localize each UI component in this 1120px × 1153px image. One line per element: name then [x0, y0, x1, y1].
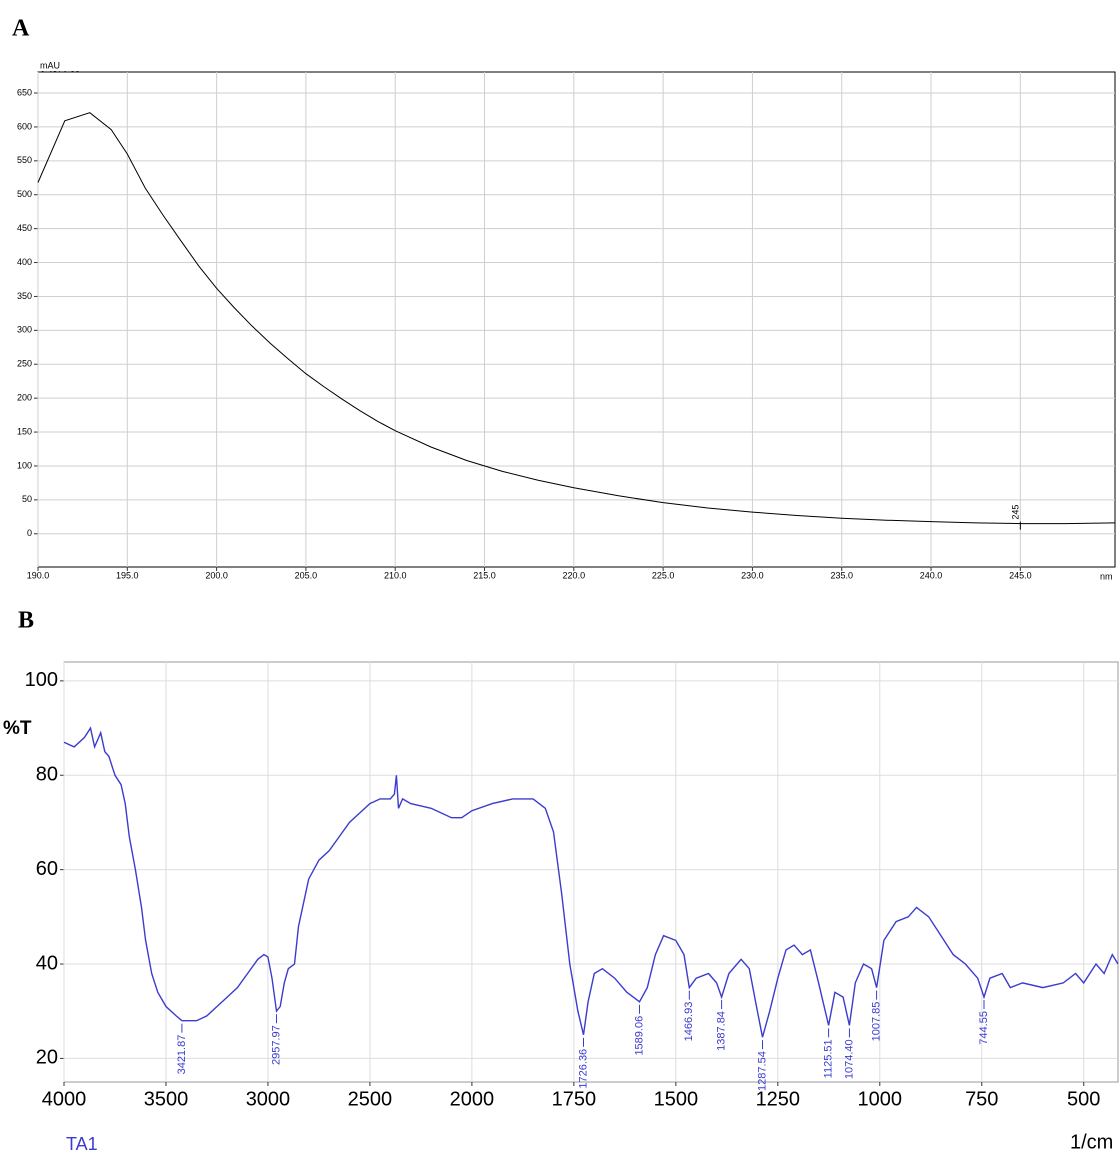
- x-tick-label: 195.0: [116, 570, 139, 580]
- peak-label: 245: [1011, 505, 1021, 520]
- x-tick-label: 215.0: [473, 570, 496, 580]
- peak-label: 3421.87: [176, 1035, 188, 1075]
- x-tick-label: 240.0: [920, 570, 943, 580]
- y-tick-label: 0: [27, 528, 32, 538]
- panel-label: A: [12, 16, 30, 42]
- y-tick-label: 50: [22, 494, 32, 504]
- x-tick-label: 2000: [450, 1088, 495, 1110]
- y-tick-label: 600: [17, 121, 32, 131]
- y-tick-label: 20: [36, 1047, 58, 1069]
- x-tick-label: 235.0: [830, 570, 853, 580]
- x-tick-label: 220.0: [563, 570, 586, 580]
- y-tick-label: 500: [17, 189, 32, 199]
- x-tick-label: 225.0: [652, 570, 675, 580]
- y-unit-label: mAU: [40, 60, 60, 70]
- y-tick-label: 250: [17, 359, 32, 369]
- x-tick-label: 230.0: [741, 570, 764, 580]
- y-tick-label: 200: [17, 393, 32, 403]
- peak-label: 1387.84: [715, 1011, 727, 1051]
- x-tick-label: 4000: [42, 1088, 87, 1110]
- spectrum-line: [37, 112, 1116, 525]
- x-tick-label: 200.0: [205, 570, 228, 580]
- x-tick-label: 3500: [144, 1088, 189, 1110]
- x-tick-label: 1750: [552, 1088, 597, 1110]
- y-tick-label: 100: [17, 460, 32, 470]
- peak-label: 744.55: [978, 1011, 990, 1045]
- y-tick-label: 550: [17, 155, 32, 165]
- x-tick-label: 2500: [348, 1088, 393, 1110]
- y-tick-label: 40: [36, 952, 58, 974]
- spectrum-line: [63, 726, 1119, 1038]
- y-tick-label: 60: [36, 858, 58, 880]
- peak-label: 1125.51: [823, 1039, 835, 1078]
- x-tick-label: 750: [965, 1088, 998, 1110]
- x-tick-label: 1000: [858, 1088, 903, 1110]
- peak-label: 1726.36: [577, 1049, 589, 1089]
- plot-area: [37, 71, 1116, 568]
- x-tick-label: 3000: [246, 1088, 291, 1110]
- y-tick-label: 400: [17, 257, 32, 267]
- peak-label: 1007.85: [870, 1002, 882, 1042]
- x-tick-label: 210.0: [384, 570, 407, 580]
- x-tick-label: 500: [1067, 1088, 1100, 1110]
- y-tick-label: 80: [36, 764, 58, 786]
- x-axis-label: nm: [1100, 571, 1113, 581]
- sample-label: TA1: [66, 1134, 98, 1153]
- x-tick-label: 1500: [654, 1088, 699, 1110]
- peak-label: 1287.54: [756, 1051, 768, 1091]
- y-tick-label: 650: [17, 87, 32, 97]
- peak-label: 1466.93: [683, 1002, 695, 1042]
- x-axis-label: 1/cm: [1070, 1131, 1113, 1153]
- x-tick-label: 205.0: [295, 570, 318, 580]
- peak-label: 1589.06: [633, 1016, 645, 1056]
- x-tick-label: 245.0: [1009, 570, 1032, 580]
- y-tick-label: 350: [17, 291, 32, 301]
- plot-area: [63, 661, 1119, 1083]
- x-tick-label: 190.0: [27, 570, 50, 580]
- y-axis-label: %T: [3, 718, 32, 739]
- y-tick-label: 300: [17, 325, 32, 335]
- panel-label: B: [18, 608, 34, 634]
- peak-label: 1074.40: [843, 1039, 855, 1079]
- peak-label: 2957.97: [270, 1025, 282, 1065]
- y-tick-label: 100: [25, 669, 58, 691]
- y-tick-label: 150: [17, 426, 32, 436]
- x-tick-label: 1250: [756, 1088, 801, 1110]
- y-tick-label: 450: [17, 223, 32, 233]
